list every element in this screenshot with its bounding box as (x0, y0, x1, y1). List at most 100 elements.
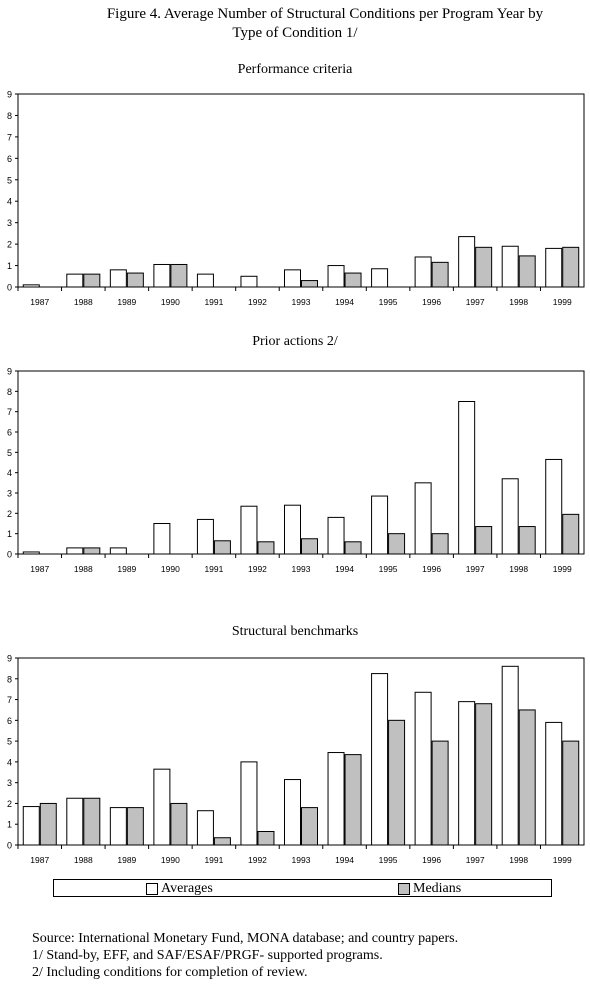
bar-average (66, 273, 84, 288)
x-tick-label: 1995 (379, 855, 398, 865)
bar-average (458, 401, 476, 555)
bar-average (284, 504, 301, 555)
x-tick-label: 1992 (248, 564, 267, 574)
figure-title-line2: Type of Condition 1/ (232, 25, 358, 41)
x-tick-label: 1998 (509, 297, 528, 307)
x-tick-label: 1995 (379, 297, 398, 307)
bar-average (501, 478, 519, 555)
legend-label-averages: Averages (161, 881, 213, 896)
legend: Averages Medians (53, 879, 552, 897)
x-tick-label: 1994 (335, 855, 354, 865)
x-tick-label: 1996 (422, 855, 441, 865)
bar-median (301, 538, 318, 555)
x-tick-label: 1993 (292, 564, 311, 574)
y-tick-label: 5 (7, 737, 12, 747)
x-tick-label: 1991 (204, 297, 223, 307)
bar-average (458, 236, 476, 288)
bar-average (284, 779, 301, 846)
bar-median (475, 526, 493, 555)
bar-median (126, 272, 144, 288)
x-tick-label: 1993 (292, 297, 311, 307)
bar-average (414, 482, 432, 555)
bar-average (153, 263, 171, 288)
y-tick-label: 6 (7, 428, 12, 438)
y-tick-label: 4 (7, 468, 12, 478)
bar-median (518, 255, 536, 288)
plot-area: 0 1 2 3 4 5 6 7 8 9 1987 1988 1989 1990 1991 1992 1993 19… (7, 90, 585, 307)
bar-median (431, 533, 449, 555)
x-tick-label: 1997 (466, 297, 485, 307)
x-tick-label: 1990 (161, 855, 180, 865)
bar-average (327, 265, 345, 288)
x-tick-label: 1990 (161, 564, 180, 574)
bar-average (371, 268, 389, 288)
y-tick-label: 8 (7, 387, 12, 397)
bar-average (371, 673, 389, 846)
plot-area: 0 1 2 3 4 5 6 7 8 9 1987 1988 1989 1990 1991 1992 1993 19… (7, 654, 585, 865)
footnote-2: 2/ Including conditions for completion o… (32, 965, 308, 980)
x-tick-label: 1999 (553, 564, 572, 574)
plot-frame (17, 93, 585, 288)
bar-median (388, 533, 406, 555)
bar-average (196, 810, 214, 846)
bar-average (109, 807, 127, 846)
bar-average (153, 768, 171, 846)
bar-median (170, 263, 188, 288)
bar-median (518, 709, 536, 846)
chart-structural-benchmarks: 0 1 2 3 4 5 6 7 8 9 1987 1988 1989 1990 1991 1992 1993 19… (7, 654, 585, 865)
y-tick-label: 9 (7, 90, 12, 100)
panel-title-structural-benchmarks: Structural benchmarks (231, 624, 359, 639)
x-tick-label: 1987 (30, 564, 49, 574)
x-tick-label: 1998 (509, 564, 528, 574)
bar-average (501, 245, 519, 288)
bar-average (545, 458, 563, 555)
x-tick-label: 1996 (422, 564, 441, 574)
y-tick-label: 2 (7, 799, 12, 809)
y-tick-label: 7 (7, 695, 12, 705)
x-tick-label: 1994 (335, 297, 354, 307)
x-tick-label: 1989 (117, 855, 136, 865)
x-tick-label: 1988 (74, 855, 93, 865)
bar-average (66, 797, 84, 846)
x-tick-label: 1998 (509, 855, 528, 865)
bar-average (545, 247, 563, 288)
bar-median (83, 547, 101, 555)
y-tick-label: 1 (7, 261, 12, 271)
bar-average (109, 547, 127, 555)
x-tick-label: 1992 (248, 855, 267, 865)
legend-item-medians: Medians (398, 881, 461, 897)
bar-median (344, 541, 362, 555)
y-tick-label: 8 (7, 674, 12, 684)
bar-average (414, 691, 432, 846)
bar-median (518, 526, 536, 555)
bar-median (301, 807, 318, 846)
x-tick-label: 1999 (553, 855, 572, 865)
footnote-1: 1/ Stand-by, EFF, and SAF/ESAF/PRGF- sup… (32, 948, 383, 963)
y-tick-label: 4 (7, 757, 12, 767)
bar-median (344, 754, 362, 846)
bar-average (66, 547, 84, 555)
x-tick-label: 1999 (553, 297, 572, 307)
panel-title-performance-criteria: Performance criteria (237, 62, 353, 77)
y-tick-label: 2 (7, 509, 12, 519)
x-tick-label: 1993 (292, 855, 311, 865)
bar-average (240, 505, 258, 555)
bar-median (83, 273, 101, 288)
bar-average (327, 516, 345, 555)
y-tick-label: 3 (7, 218, 12, 228)
x-tick-label: 1990 (161, 297, 180, 307)
bar-average (414, 256, 432, 288)
y-tick-label: 8 (7, 111, 12, 121)
bar-average (240, 761, 258, 846)
x-tick-label: 1989 (117, 564, 136, 574)
bar-median (388, 719, 406, 846)
footnotes: Source: International Monetary Fund, MON… (32, 930, 458, 981)
bar-average (458, 701, 476, 846)
x-tick-label: 1992 (248, 297, 267, 307)
bar-median (344, 272, 362, 288)
bar-median (431, 740, 449, 846)
bar-average (501, 665, 519, 846)
bar-average (545, 721, 563, 846)
chart-performance-criteria: 0 1 2 3 4 5 6 7 8 9 1987 1988 1989 1990 1991 1992 1993 19… (7, 90, 585, 307)
bar-average (22, 284, 40, 288)
